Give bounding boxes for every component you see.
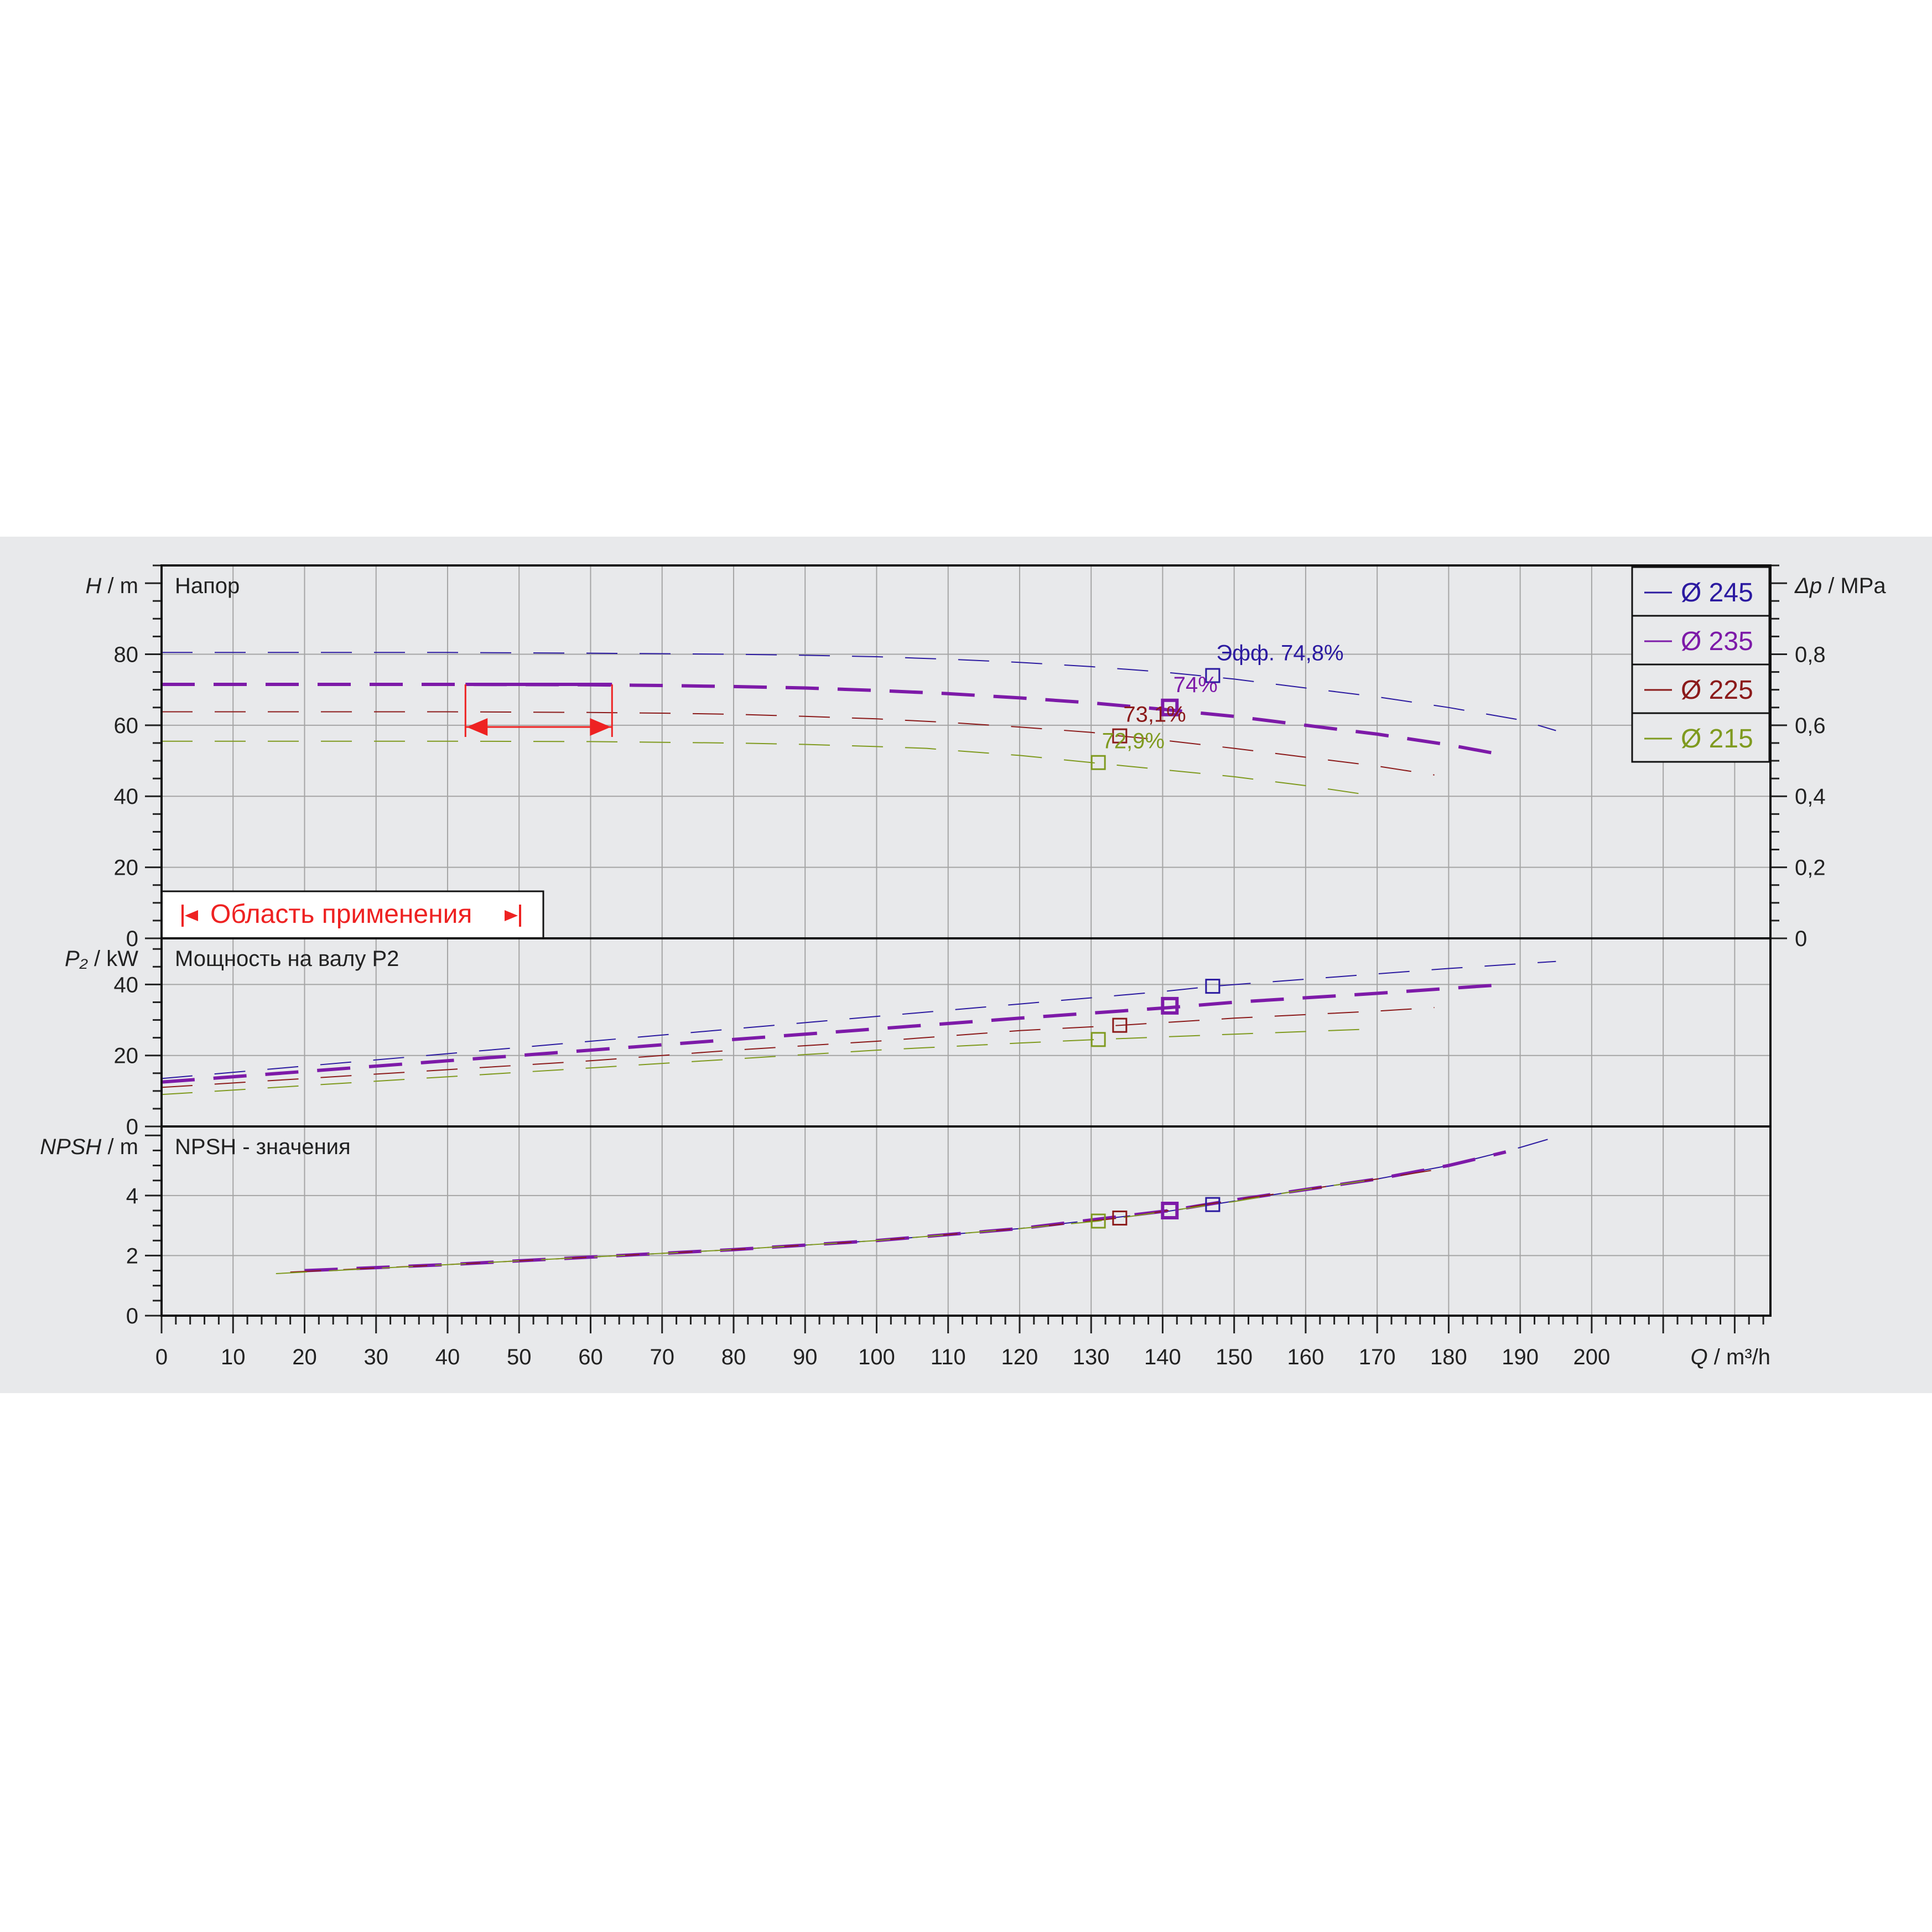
duty-point-marker <box>1112 1211 1128 1226</box>
y-tick-label: 60 <box>114 714 139 738</box>
legend-entry-label: Ø 235 <box>1681 627 1753 656</box>
curves-npsh <box>276 1136 1556 1274</box>
application-range-legend: Область применения <box>160 890 544 939</box>
y-axis-label: H / m <box>85 574 138 598</box>
x-tick-label: 70 <box>650 1345 674 1369</box>
legend-entry-label: Ø 215 <box>1681 724 1753 754</box>
duty-point-marker <box>1161 996 1179 1015</box>
pump-curve-panel: 0 20 40 60 80 H / m Напор 0 0,2 0,4 0,6 0,8 Δp / MPa… <box>0 537 1932 1393</box>
y-tick-label: 20 <box>114 1044 139 1068</box>
duty-point-marker <box>1161 1202 1179 1219</box>
frames <box>160 564 1772 1317</box>
x-tick-label: 130 <box>1073 1345 1110 1369</box>
legend-right-arrow <box>505 910 518 921</box>
duty-point-marker <box>1090 1032 1106 1047</box>
curve-power-235 <box>161 983 1507 1084</box>
duty-point-marker <box>1112 1017 1128 1033</box>
panel-title-npsh: NPSH - значения <box>175 1135 351 1159</box>
x-tick-label: 20 <box>292 1345 317 1369</box>
y-axis-label: NPSH / m <box>40 1135 138 1159</box>
legend-left-arrow <box>185 910 198 921</box>
panel-frame <box>160 1125 1772 1317</box>
legend-entry-label: Ø 225 <box>1681 676 1753 705</box>
curve-power-225 <box>161 1007 1435 1088</box>
application-range-label: Область применения <box>210 900 472 929</box>
y-axis-npsh: 0 2 4 NPSH / m NPSH - значения <box>40 1134 351 1328</box>
application-range-legend-box <box>160 890 544 939</box>
legend: Ø 245 Ø 235 Ø 225 Ø 215 <box>1631 566 1770 763</box>
x-tick-label: 190 <box>1502 1345 1539 1369</box>
x-tick-label: 30 <box>363 1345 388 1369</box>
panel-title-head: Напор <box>175 574 240 598</box>
duty-point-marker <box>1090 1213 1106 1229</box>
right-tick-label: 0,8 <box>1795 642 1826 667</box>
duty-point-marker <box>1205 668 1221 683</box>
application-range-right-arrow <box>590 718 611 736</box>
y-tick-label: 40 <box>114 973 139 997</box>
y-tick-label: 4 <box>126 1184 138 1208</box>
application-range <box>464 683 613 738</box>
curve-head-215 <box>162 740 1378 797</box>
efficiency-label: 74% <box>1173 673 1218 697</box>
y-axis-label: P₂ / kW <box>65 947 138 971</box>
x-tick-label: 60 <box>578 1345 603 1369</box>
y-tick-label: 40 <box>114 785 139 809</box>
plot-area-power <box>162 938 1770 1126</box>
curve-head-235 <box>162 683 1507 757</box>
x-tick-label: 200 <box>1573 1345 1611 1369</box>
x-tick-label: 120 <box>1001 1345 1038 1369</box>
curve-head-245 <box>162 652 1556 731</box>
x-tick-label: 40 <box>435 1345 460 1369</box>
x-axis-label: Q / m³/h <box>1691 1345 1770 1369</box>
x-tick-label: 140 <box>1144 1345 1181 1369</box>
x-tick-label: 80 <box>721 1345 746 1369</box>
right-tick-label: 0,4 <box>1795 785 1826 809</box>
right-tick-label: 0 <box>1795 927 1807 951</box>
grid <box>162 565 1770 1316</box>
plot-area-npsh <box>162 1126 1770 1316</box>
x-tick-label: 0 <box>155 1345 168 1369</box>
curve-power-245 <box>161 960 1556 1079</box>
curves-power <box>161 960 1556 1095</box>
panel-title-power: Мощность на валу P2 <box>175 947 399 971</box>
legend-entry-label: Ø 245 <box>1681 578 1753 607</box>
duty-point-marker <box>1205 979 1221 994</box>
x-axis: 0 10 20 30 40 50 60 70 80 90 100 110 120 130 140 150 160… <box>155 1316 1770 1369</box>
application-range-left-arrow <box>466 718 488 736</box>
efficiency-label: 72,9% <box>1102 729 1165 754</box>
y-tick-label: 20 <box>114 856 139 880</box>
right-tick-label: 0,6 <box>1795 714 1826 738</box>
y-tick-label: 0 <box>126 927 138 951</box>
efficiency-label: Эфф. 74,8% <box>1216 641 1343 665</box>
x-tick-label: 170 <box>1359 1345 1396 1369</box>
right-tick-label: 0,2 <box>1795 856 1826 880</box>
x-tick-label: 90 <box>793 1345 818 1369</box>
x-tick-label: 100 <box>858 1345 895 1369</box>
y-tick-label: 0 <box>126 1115 138 1139</box>
y-tick-label: 80 <box>114 642 139 667</box>
y-tick-label: 0 <box>126 1304 138 1328</box>
y-axis-head: 0 20 40 60 80 H / m Напор 0 0,2 0,4 0,6 0,8 Δp / MPa <box>85 564 1886 951</box>
curve-head-225 <box>162 711 1435 776</box>
x-tick-label: 50 <box>507 1345 532 1369</box>
x-tick-label: 180 <box>1430 1345 1467 1369</box>
x-tick-label: 10 <box>221 1345 246 1369</box>
duty-point-marker <box>1090 755 1106 770</box>
curve-power-215 <box>161 1028 1378 1095</box>
x-tick-label: 110 <box>931 1345 966 1369</box>
right-axis-label: Δp / MPa <box>1794 574 1886 598</box>
efficiency-label: 73,1% <box>1123 702 1186 726</box>
duty-point-marker <box>1161 698 1179 716</box>
y-tick-label: 2 <box>126 1244 138 1268</box>
x-tick-label: 150 <box>1216 1345 1253 1369</box>
x-tick-label: 160 <box>1287 1345 1325 1369</box>
duty-point-marker <box>1205 1197 1221 1212</box>
curves-head: Эфф. 74,8% 74% 73,1% 72,9% <box>162 641 1556 797</box>
duty-point-marker <box>1112 728 1128 744</box>
